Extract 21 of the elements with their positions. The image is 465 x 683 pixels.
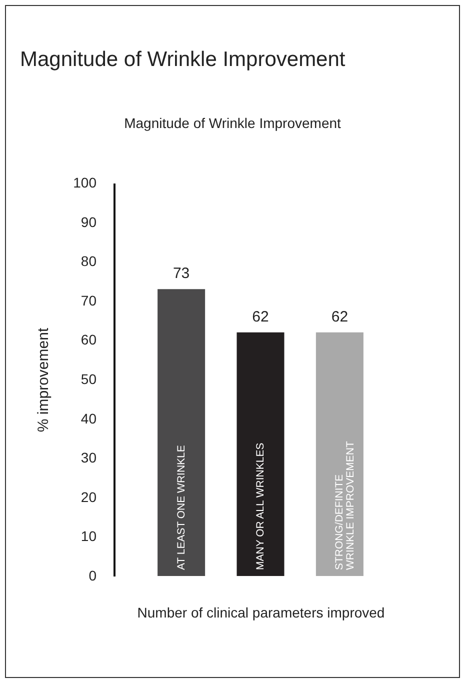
y-axis-title: % improvement xyxy=(35,327,52,432)
y-tick-label: 100 xyxy=(73,174,97,190)
x-tick-label: AT LEAST ONE WRINKLE xyxy=(175,445,188,570)
y-tick-label: 10 xyxy=(80,528,97,544)
data-label: 62 xyxy=(331,308,348,326)
chart-subtitle: Magnitude of Wrinkle Improvement xyxy=(124,115,342,131)
y-tick-label: 60 xyxy=(80,332,97,348)
data-label: 73 xyxy=(172,265,190,282)
y-tick-label: 20 xyxy=(80,488,97,505)
y-tick-label: 70 xyxy=(80,292,97,308)
x-tick-label: STRONG/DEFINITE WRINKLE IMPROVEMENT xyxy=(334,440,357,570)
y-tick-label: 50 xyxy=(80,371,97,387)
chart-title: Magnitude of Wrinkle Improvement xyxy=(20,48,346,72)
x-axis-title: Number of clinical parameters improved xyxy=(137,604,385,620)
y-tick-label: 30 xyxy=(80,450,97,466)
y-tick-label: 80 xyxy=(80,253,97,270)
x-tick-label: MANY OR ALL WRINKLES xyxy=(254,442,266,570)
y-tick-label: 90 xyxy=(80,214,97,230)
data-label: 62 xyxy=(252,308,269,326)
y-tick-label: 40 xyxy=(80,410,97,426)
y-tick-label: 0 xyxy=(88,568,97,584)
